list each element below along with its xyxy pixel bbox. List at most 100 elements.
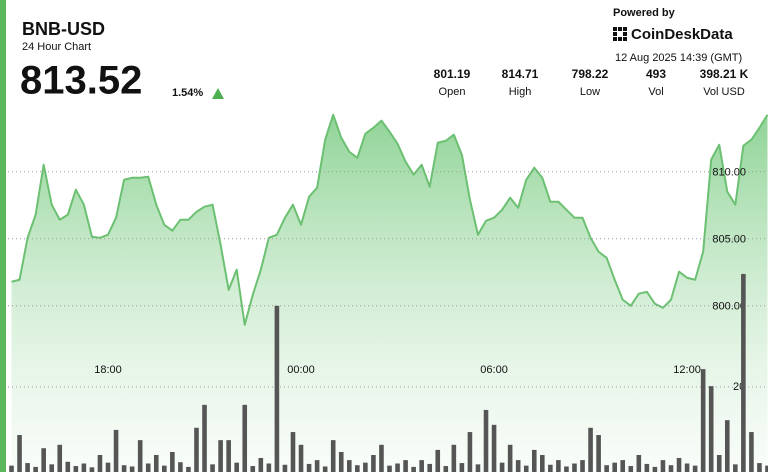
volume-bar (443, 466, 449, 472)
volume-bar (330, 440, 336, 472)
stat-label: Low (580, 86, 600, 98)
volume-bar (290, 432, 296, 472)
volume-bar (644, 463, 650, 472)
volume-bar (580, 460, 585, 472)
volume-bar (660, 460, 666, 472)
volume-bar (258, 457, 264, 472)
volume-bar (612, 462, 617, 472)
brand-icon (613, 27, 627, 41)
change: 1.54% (172, 87, 203, 99)
volume-bar (306, 463, 312, 472)
volume-bar (81, 463, 87, 472)
timestamp: 12 Aug 2025 14:39 (GMT) (615, 52, 742, 64)
volume-bar (540, 455, 545, 472)
stat-label: High (509, 86, 532, 98)
stat-value: 398.21 K (700, 67, 749, 81)
volume-bar (724, 420, 730, 472)
volume-bar (652, 466, 658, 472)
volume-bar (765, 465, 768, 472)
volume-bar (57, 444, 63, 472)
volume-bar (604, 465, 609, 472)
volume-bar (700, 369, 706, 472)
volume-bar (363, 462, 368, 472)
volume-bar (210, 464, 215, 472)
volume-bar (298, 444, 304, 472)
volume-bar (25, 463, 30, 472)
volume-bar (564, 466, 569, 472)
volume-bar (427, 463, 433, 472)
volume-bar (419, 460, 424, 472)
volume-bar (708, 386, 714, 472)
volume-bar (628, 466, 634, 472)
volume-bar (507, 444, 513, 472)
volume-bar (113, 429, 119, 472)
brand: CoinDeskData (631, 26, 733, 43)
volume-bar (467, 432, 473, 472)
volume-bar (33, 466, 38, 472)
volume-bar (194, 427, 199, 472)
volume-bar (145, 463, 151, 472)
volume-bar (314, 460, 320, 472)
volume-bar (250, 466, 256, 472)
volume-bar (395, 463, 400, 472)
volume-bar (186, 466, 191, 472)
stat-label: Vol USD (703, 86, 745, 98)
volume-bar (371, 455, 376, 472)
volume-bar (741, 273, 746, 472)
volume-bar (684, 463, 690, 472)
price-line (11, 113, 768, 326)
volume-bar (499, 462, 505, 472)
volume-bar (274, 305, 280, 472)
volume-bar (596, 435, 601, 472)
volume-bar (17, 435, 22, 472)
volume-bar (49, 464, 55, 472)
volume-bar (548, 464, 553, 472)
ticker-title: BNB-USD (22, 19, 105, 39)
stat-value: 801.19 (434, 67, 471, 81)
volume-bar (523, 465, 529, 472)
volume-bar (178, 462, 183, 472)
x-tick-label: 00:00 (287, 364, 315, 376)
volume-bar (282, 464, 288, 472)
volume-bar (515, 460, 521, 472)
volume-bar (435, 449, 441, 472)
volume-bar (162, 465, 167, 472)
price: 813.52 (20, 59, 142, 103)
volume-bar (733, 464, 738, 472)
volume-bar (676, 457, 682, 472)
volume-bar (234, 462, 239, 472)
volume-bar (202, 404, 207, 472)
x-tick-label: 06:00 (480, 364, 508, 376)
y-tick-label: 800.00 (712, 301, 746, 313)
stat-value: 493 (646, 67, 666, 81)
y-tick-label: 810.00 (712, 167, 746, 179)
volume-bar (403, 460, 408, 472)
volume-bar (322, 466, 328, 472)
volume-bar (9, 465, 14, 472)
stat-label: Open (439, 86, 466, 98)
volume-bar (757, 463, 762, 472)
y-tick-label: 805.00 (712, 234, 746, 246)
volume-bar (41, 448, 46, 472)
volume-bar (170, 452, 175, 472)
volume-bar (387, 465, 392, 472)
volume-bar (346, 460, 352, 472)
powered-by: Powered by (613, 7, 676, 19)
volume-bar (491, 424, 497, 472)
volume-bar (105, 462, 111, 472)
x-tick-label: 12:00 (673, 364, 701, 376)
volume-bar (226, 440, 231, 472)
volume-bar (137, 440, 143, 472)
ticker-subtitle: 24 Hour Chart (22, 41, 91, 53)
volume-bar (556, 460, 561, 472)
volume-bar (475, 464, 481, 472)
volume-bar (572, 463, 577, 472)
volume-bar (121, 465, 127, 472)
volume-bar (749, 432, 754, 472)
volume-bar (97, 455, 103, 472)
stat-value: 798.22 (572, 67, 609, 81)
accent-bar (0, 0, 6, 472)
volume-bar (588, 427, 593, 472)
volume-bar (355, 465, 360, 472)
